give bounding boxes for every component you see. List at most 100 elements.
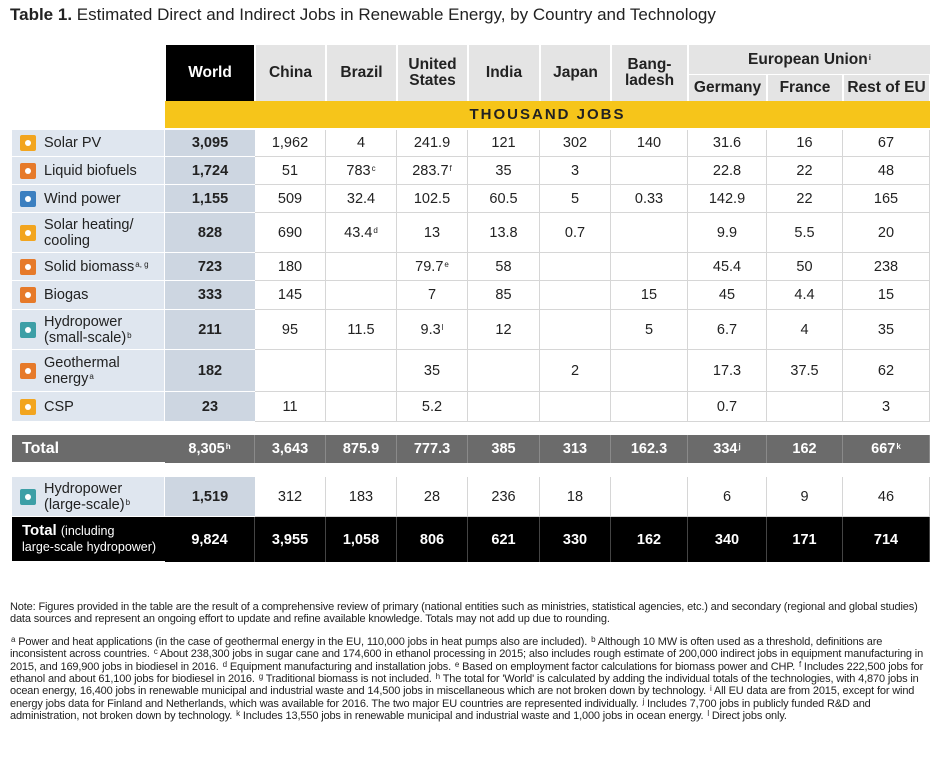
- note: Note: Figures provided in the table are …: [10, 601, 918, 626]
- cell-text: 28: [423, 488, 441, 505]
- cell-text: 6.7: [716, 321, 738, 338]
- cell: 20: [843, 213, 930, 253]
- cell-text: 16: [796, 135, 813, 151]
- cell: 15: [611, 281, 688, 310]
- cell: 62: [843, 350, 930, 392]
- cell-text: 3: [570, 162, 580, 179]
- cell: 714: [843, 517, 930, 562]
- cell: 23: [165, 392, 255, 422]
- cell-text: 236: [491, 488, 516, 505]
- cell: 1,962: [255, 130, 326, 157]
- cell-text: 340: [714, 531, 740, 548]
- cell: 9.3 l: [397, 310, 468, 350]
- row-label-main: CSP: [44, 398, 74, 415]
- cell-text: 283.7: [412, 162, 449, 179]
- row-icon: [20, 258, 36, 275]
- cell: 79.7 e: [397, 253, 468, 281]
- cell: [611, 350, 688, 392]
- row-label: Solid biomassa, g: [12, 253, 165, 281]
- column-header: India: [469, 45, 539, 101]
- row-icon: [20, 321, 36, 338]
- cell-text: 165: [873, 190, 899, 207]
- row-icon: [20, 162, 36, 179]
- cell-text: 313: [562, 441, 588, 457]
- row-icon: [20, 287, 36, 303]
- cell: 140: [611, 130, 688, 157]
- cell-text: 45.4: [712, 258, 742, 275]
- column-header-text: Bang- ladesh: [624, 56, 675, 89]
- footnote-mark: l: [707, 709, 709, 719]
- cell: 340: [688, 517, 767, 562]
- cell-text: 6: [722, 488, 732, 505]
- cell-text: 3,095: [191, 135, 229, 151]
- column-header: China: [256, 45, 325, 101]
- cell-text: 3,643: [271, 441, 309, 457]
- cell-text: 162.3: [630, 441, 668, 457]
- cell: 333: [165, 281, 255, 310]
- row-label-text: Biogas: [44, 287, 88, 303]
- cell-note: j: [738, 442, 741, 451]
- cell: 35: [397, 350, 468, 392]
- cell: 183: [326, 477, 397, 517]
- title-text: Estimated Direct and Indirect Jobs in Re…: [76, 5, 716, 24]
- cell-note: h: [225, 442, 231, 451]
- cell-text: 1,724: [191, 162, 229, 179]
- cell: 334 j: [688, 435, 767, 463]
- cell: 4.4: [767, 281, 843, 310]
- column-header-text: United States: [408, 56, 457, 89]
- cell: 145: [255, 281, 326, 310]
- footnote-mark: c: [153, 647, 158, 657]
- cell-text: 667: [871, 441, 896, 457]
- cell-text: 62: [877, 362, 895, 379]
- cell-text: 182: [197, 362, 223, 379]
- cell: 9.9: [688, 213, 767, 253]
- column-header-text: Japan: [553, 64, 598, 81]
- cell: 4: [326, 130, 397, 157]
- cell-note: k: [896, 442, 901, 451]
- cell-text: 22: [796, 162, 813, 179]
- cell: [326, 253, 397, 281]
- row-label-note: b: [127, 330, 132, 340]
- group-header: European Union i: [689, 45, 930, 74]
- row-label-main: Solar heating/ cooling: [44, 216, 134, 249]
- cell-text: 142.9: [708, 190, 746, 207]
- cell: 330: [540, 517, 611, 562]
- column-header: France: [768, 75, 842, 101]
- row-icon: [20, 224, 36, 241]
- footnote-mark: b: [591, 634, 596, 644]
- row-label-note: a: [89, 371, 94, 381]
- cell: 12: [468, 310, 540, 350]
- cell-text: 7: [427, 287, 437, 303]
- footnote-text: Traditional biomass is not included.: [265, 673, 432, 686]
- cell-text: 806: [419, 531, 445, 548]
- cell: 142.9: [688, 185, 767, 213]
- footnote-mark: e: [454, 659, 460, 669]
- unit-band: THOUSAND JOBS: [165, 101, 930, 128]
- cell: 16: [767, 130, 843, 157]
- footnote-mark: i: [709, 684, 712, 694]
- cell-text: 828: [197, 224, 223, 241]
- cell-text: 333: [197, 287, 223, 303]
- cell: 1,519: [165, 477, 255, 517]
- cell-text: 0.7: [716, 398, 738, 415]
- footnotes: a Power and heat applications (in the ca…: [10, 634, 928, 723]
- cell: 43.4 d: [326, 213, 397, 253]
- cell: 171: [767, 517, 843, 562]
- cell-text: 2: [570, 362, 580, 379]
- cell: 95: [255, 310, 326, 350]
- cell-text: 777.3: [413, 441, 451, 457]
- cell-text: 85: [495, 287, 512, 303]
- cell-text: 58: [495, 258, 512, 275]
- cell: 5: [611, 310, 688, 350]
- row-label-text: Geothermal energya: [44, 355, 120, 387]
- cell-text: 211: [198, 321, 222, 338]
- cell-text: 5.2: [421, 398, 443, 415]
- cell-text: 60.5: [489, 190, 518, 207]
- row-label-main: Solid biomass: [44, 258, 135, 275]
- cell: 31.6: [688, 130, 767, 157]
- cell: 211: [165, 310, 255, 350]
- cell-text: 9.9: [716, 224, 738, 241]
- row-icon: [20, 488, 36, 505]
- footnote-text: Based on employment factor calculations …: [462, 660, 796, 673]
- cell: 509: [255, 185, 326, 213]
